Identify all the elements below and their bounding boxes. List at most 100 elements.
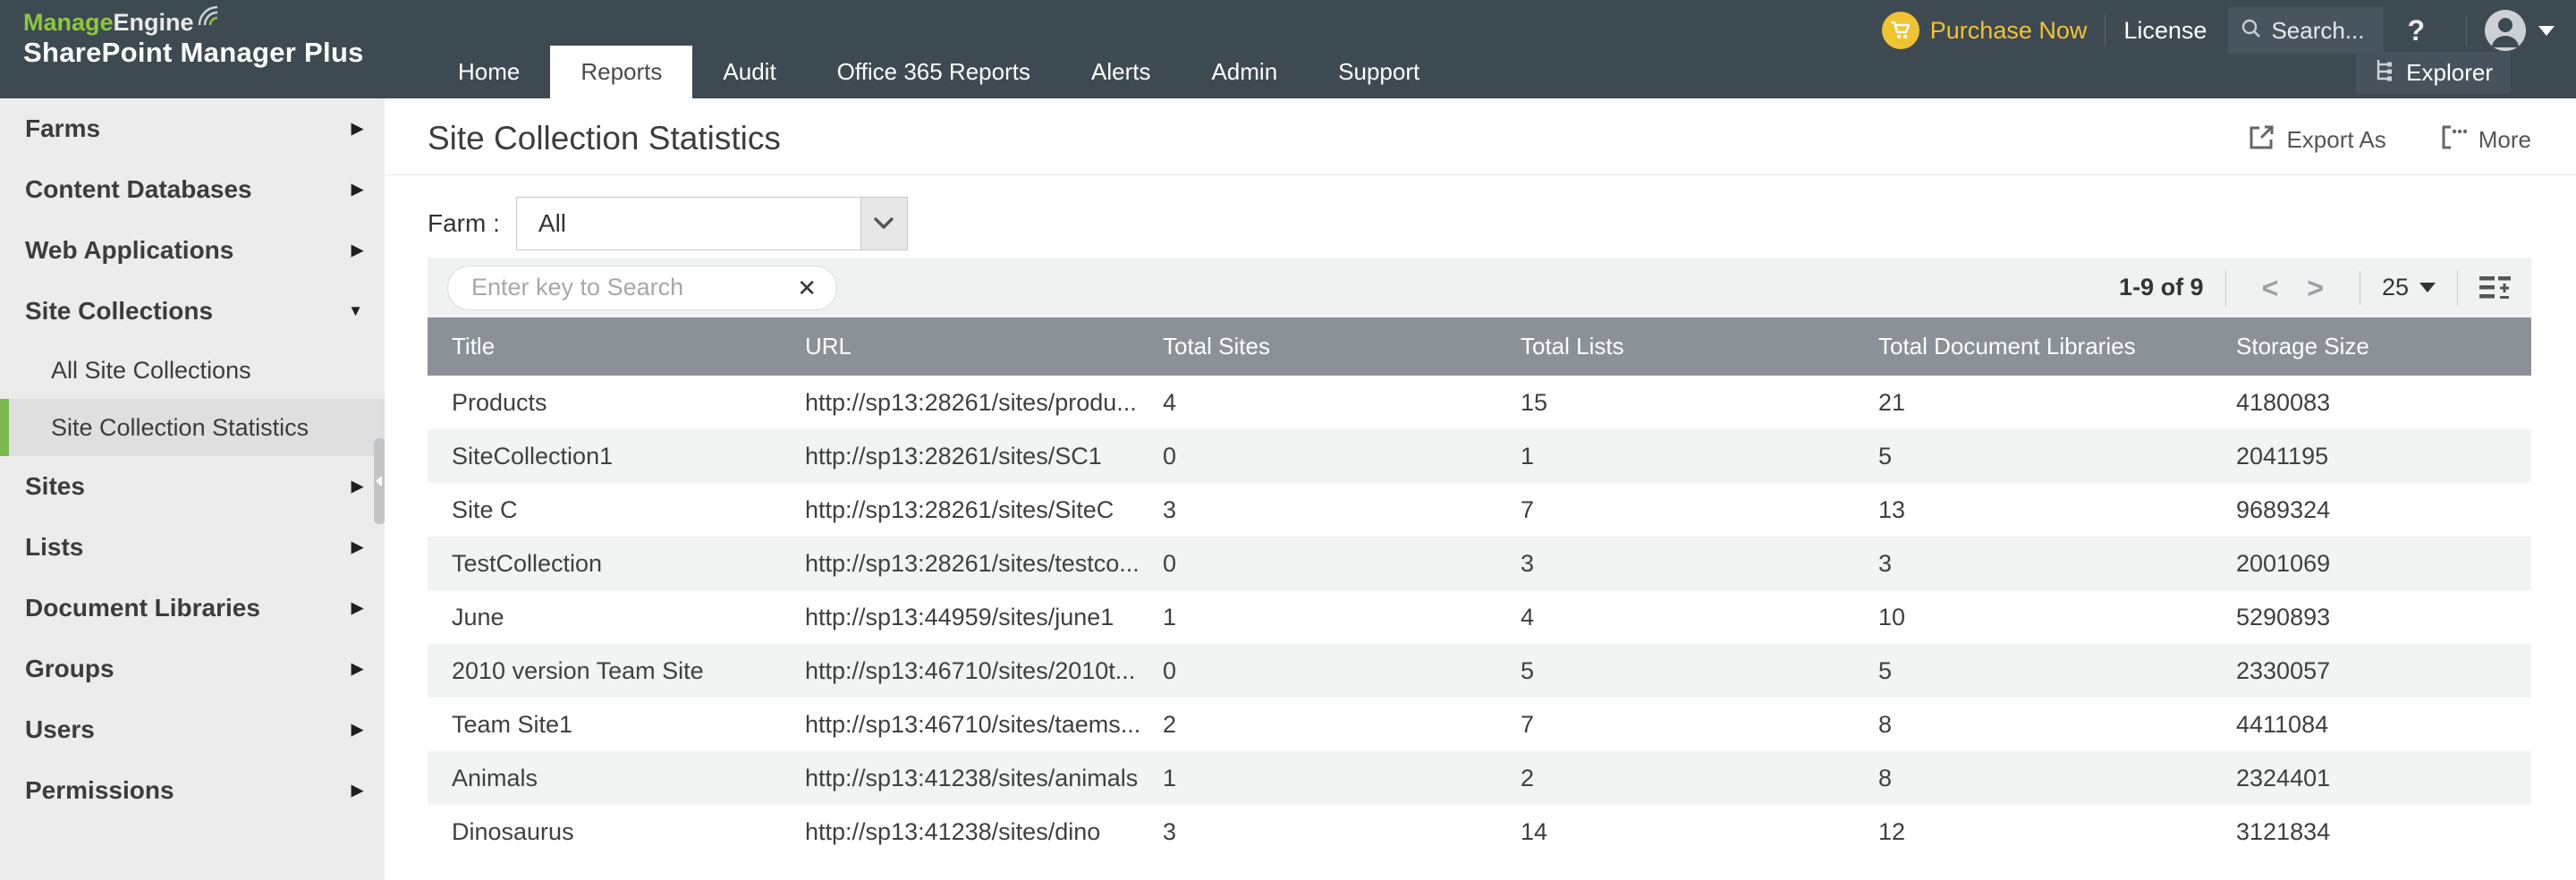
sidebar-item-label: Site Collections	[25, 297, 214, 325]
table-search-box[interactable]: ✕	[447, 265, 837, 310]
cell-storage-size: 4180083	[2236, 388, 2331, 416]
sidebar-subitem-site-collection-statistics[interactable]: Site Collection Statistics	[0, 399, 385, 456]
cell-url: http://sp13:28261/sites/SiteC	[805, 495, 1114, 523]
report-actions: Export As More	[2248, 123, 2531, 157]
sidebar-item-content-databases[interactable]: Content Databases ▶	[0, 159, 385, 220]
sidebar-nav: Farms ▶ Content Databases ▶ Web Applications…	[0, 98, 385, 880]
column-header-total-sites[interactable]: Total Sites	[1163, 333, 1270, 360]
prev-page-button[interactable]: <	[2261, 271, 2279, 304]
table-row-team-site1[interactable]: Team Site1 http://sp13:46710/sites/taems.…	[428, 698, 2531, 751]
table-row-animals[interactable]: Animals http://sp13:41238/sites/animals 1 2…	[428, 751, 2531, 805]
table-toolbar: ✕ 1-9 of 9 < > 25	[428, 258, 2531, 317]
cell-total-lists: 1	[1521, 442, 1535, 470]
sidebar-collapse-handle[interactable]	[374, 438, 386, 524]
sidebar-item-site-collections[interactable]: Site Collections ▼	[0, 281, 385, 342]
column-header-total-document-libraries[interactable]: Total Document Libraries	[1878, 333, 2136, 360]
global-search-box[interactable]	[2228, 7, 2385, 54]
sidebar-item-users[interactable]: Users ▶	[0, 699, 385, 760]
sidebar-item-document-libraries[interactable]: Document Libraries ▶	[0, 578, 385, 639]
export-icon	[2248, 123, 2275, 157]
cell-url: http://sp13:28261/sites/SC1	[805, 442, 1102, 470]
nav-tab-reports[interactable]: Reports	[550, 46, 693, 98]
export-as-button[interactable]: Export As	[2248, 123, 2386, 157]
explorer-button[interactable]: Explorer	[2356, 52, 2511, 94]
manageengine-logo[interactable]: ManageEngine SharePoint Manager Plus	[23, 5, 364, 69]
table-row-testcollection[interactable]: TestCollection http://sp13:28261/sites/te…	[428, 537, 2531, 590]
cell-total-sites: 1	[1163, 603, 1177, 630]
cell-total-lists: 2	[1521, 764, 1535, 791]
report-header: Site Collection Statistics Export As	[385, 98, 2576, 175]
farm-selected-value[interactable]: All	[515, 197, 861, 250]
table-row-site-c[interactable]: Site C http://sp13:28261/sites/SiteC 3 7 13 9…	[428, 483, 2531, 537]
chevron-right-icon: ▶	[351, 538, 363, 555]
brand-engine: Engine	[113, 9, 194, 36]
cell-title: Animals	[452, 764, 538, 791]
cell-total-lists: 5	[1521, 656, 1535, 684]
table-row-2010-version-team-site[interactable]: 2010 version Team Site http://sp13:46710/…	[428, 644, 2531, 698]
nav-tab-audit[interactable]: Audit	[723, 58, 776, 85]
cell-storage-size: 2330057	[2236, 656, 2331, 684]
cell-total-document-libraries: 5	[1878, 442, 1893, 470]
nav-tab-home[interactable]: Home	[458, 58, 521, 85]
user-avatar[interactable]	[2485, 10, 2526, 51]
column-header-total-lists[interactable]: Total Lists	[1521, 333, 1624, 360]
farm-filter-row: Farm : All	[428, 190, 908, 258]
sidebar-item-web-applications[interactable]: Web Applications ▶	[0, 220, 385, 281]
next-page-button[interactable]: >	[2307, 271, 2324, 304]
nav-tab-office-365-reports[interactable]: Office 365 Reports	[836, 58, 1030, 85]
sidebar-item-label: Document Libraries	[25, 594, 260, 622]
cell-storage-size: 2324401	[2236, 764, 2331, 791]
sidebar-item-label: Sites	[25, 472, 85, 500]
table-body: Products http://sp13:28261/sites/produ...…	[428, 376, 2531, 859]
sidebar-item-sites[interactable]: Sites ▶	[0, 456, 385, 517]
sidebar-item-label: Permissions	[25, 776, 174, 804]
nav-tab-alerts[interactable]: Alerts	[1090, 58, 1151, 85]
sidebar-subitem-all-site-collections[interactable]: All Site Collections	[51, 356, 251, 384]
farm-select[interactable]: All	[515, 197, 908, 250]
license-link[interactable]: License	[2123, 16, 2207, 44]
cart-icon	[1881, 12, 1919, 49]
farm-chevron-down-icon[interactable]	[860, 197, 908, 250]
global-search-input[interactable]	[2271, 16, 2372, 45]
cell-total-sites: 4	[1163, 388, 1177, 416]
cell-total-lists: 14	[1521, 817, 1548, 845]
column-chooser-button[interactable]	[2479, 275, 2512, 301]
table-row-june[interactable]: June http://sp13:44959/sites/june1 1 4 10 529…	[428, 590, 2531, 644]
nav-tab-admin[interactable]: Admin	[1211, 58, 1278, 85]
help-button[interactable]: ?	[2407, 13, 2425, 47]
cell-url: http://sp13:41238/sites/dino	[805, 817, 1101, 845]
user-menu-caret-icon[interactable]	[2538, 25, 2555, 36]
sidebar-item-groups[interactable]: Groups ▶	[0, 639, 385, 699]
cell-total-document-libraries: 12	[1878, 817, 1906, 845]
cell-title: SiteCollection1	[452, 442, 614, 470]
nav-tab-support[interactable]: Support	[1338, 58, 1420, 85]
column-header-storage-size[interactable]: Storage Size	[2236, 333, 2369, 360]
clear-search-icon[interactable]: ✕	[797, 274, 817, 301]
cell-total-lists: 15	[1521, 388, 1548, 416]
sidebar-item-farms[interactable]: Farms ▶	[0, 98, 385, 159]
sidebar-item-permissions[interactable]: Permissions ▶	[0, 760, 385, 821]
cell-title: TestCollection	[452, 549, 603, 577]
more-label: More	[2478, 126, 2531, 153]
cell-storage-size: 2001069	[2236, 549, 2331, 577]
cell-storage-size: 2041195	[2236, 442, 2329, 470]
page-size-dropdown[interactable]: 25	[2382, 274, 2436, 301]
chevron-right-icon: ▶	[351, 660, 363, 677]
table-row-products[interactable]: Products http://sp13:28261/sites/produ...…	[428, 376, 2531, 429]
table-search-input[interactable]	[471, 274, 798, 301]
cell-total-lists: 4	[1521, 603, 1535, 630]
column-header-url[interactable]: URL	[805, 333, 852, 360]
more-icon	[2440, 123, 2467, 157]
export-as-label: Export As	[2286, 126, 2386, 153]
more-button[interactable]: More	[2440, 123, 2531, 157]
table-row-sitecollection1[interactable]: SiteCollection1 http://sp13:28261/sites/S…	[428, 429, 2531, 483]
sidebar-item-label: Web Applications	[25, 236, 234, 264]
column-header-title[interactable]: Title	[452, 333, 496, 360]
table-row-dinosaurus[interactable]: Dinosaurus http://sp13:41238/sites/dino 3 1…	[428, 805, 2531, 859]
purchase-now-button[interactable]: Purchase Now	[1881, 12, 2087, 49]
sidebar-item-lists[interactable]: Lists ▶	[0, 517, 385, 578]
chevron-right-icon: ▶	[351, 782, 363, 799]
cell-total-document-libraries: 8	[1878, 710, 1893, 738]
cell-url: http://sp13:44959/sites/june1	[805, 603, 1114, 630]
cell-url: http://sp13:46710/sites/2010t...	[805, 656, 1136, 684]
